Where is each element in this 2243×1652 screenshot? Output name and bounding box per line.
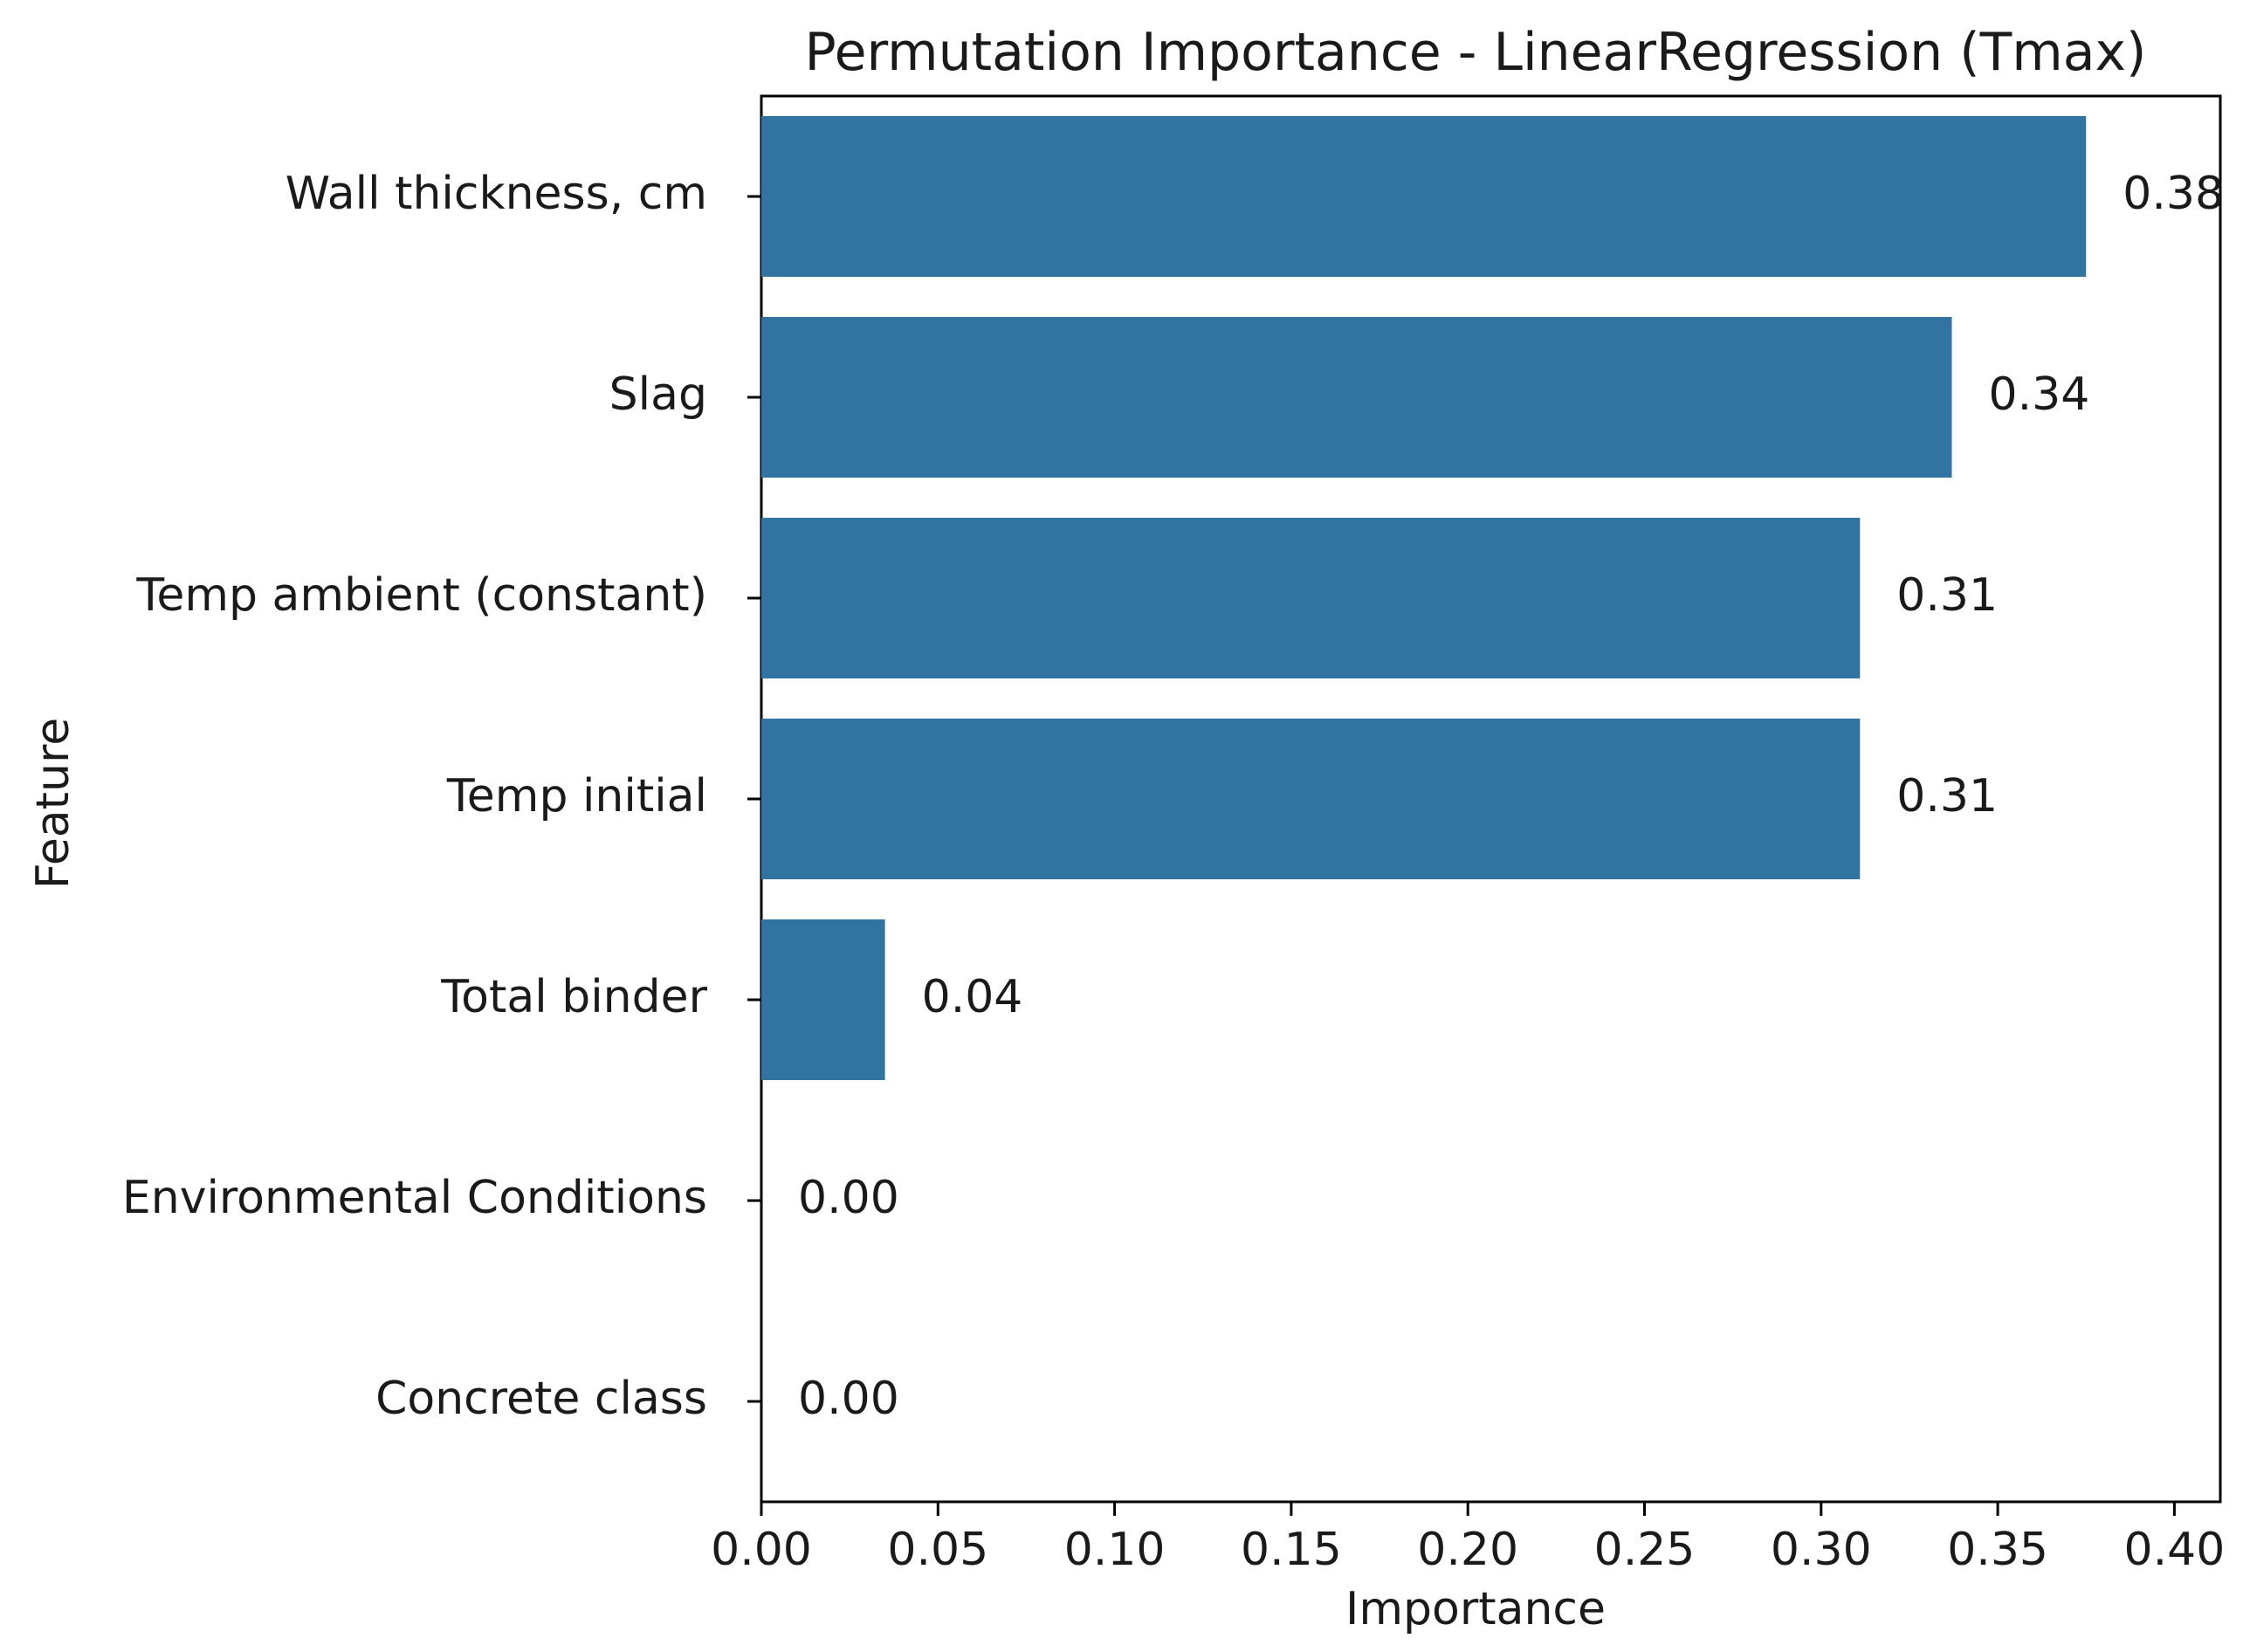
bar: [761, 919, 885, 1080]
y-tick-label: Environmental Conditions: [122, 1172, 707, 1224]
bars: [761, 116, 2087, 1080]
x-tick-label: 0.40: [2124, 1524, 2226, 1576]
y-axis-label: Feature: [27, 718, 79, 890]
bar: [761, 317, 1952, 478]
x-tick-label: 0.20: [1417, 1524, 1518, 1576]
bar: [761, 116, 2087, 277]
bar-value-label: 0.38: [2123, 168, 2224, 220]
y-tick-label: Temp initial: [446, 770, 707, 823]
x-tick-label: 0.25: [1594, 1524, 1696, 1576]
y-tick-label: Concrete class: [375, 1373, 707, 1425]
x-axis: 0.00 0.05 0.10 0.15 0.20 0.25 0.30 0.35 0.40: [711, 1502, 2225, 1576]
x-tick-label: 0.05: [887, 1524, 988, 1576]
bar-value-label: 0.31: [1896, 569, 1998, 622]
x-tick-label: 0.15: [1241, 1524, 1342, 1576]
bar-value-label: 0.00: [798, 1373, 899, 1425]
x-tick-label: 0.10: [1064, 1524, 1166, 1576]
value-labels: 0.38 0.34 0.31 0.31 0.04 0.00 0.00: [798, 168, 2224, 1425]
x-tick-label: 0.35: [1947, 1524, 2048, 1576]
bar-value-label: 0.31: [1896, 770, 1998, 823]
y-tick-label: Wall thickness, cm: [286, 168, 707, 220]
bar: [761, 719, 1861, 879]
x-axis-label: Importance: [1345, 1583, 1606, 1635]
x-tick-label: 0.00: [711, 1524, 812, 1576]
chart-title: Permutation Importance - LinearRegressio…: [805, 22, 2147, 83]
bar-value-label: 0.00: [798, 1172, 899, 1224]
y-tick-label: Temp ambient (constant): [135, 569, 707, 622]
bar: [761, 518, 1861, 678]
y-axis: Wall thickness, cm Slag Temp ambient (cons…: [122, 168, 761, 1425]
bar-value-label: 0.04: [922, 971, 1023, 1023]
y-tick-label: Total binder: [440, 971, 707, 1023]
y-tick-label: Slag: [609, 368, 707, 421]
bar-value-label: 0.34: [1989, 368, 2090, 421]
x-tick-label: 0.30: [1771, 1524, 1872, 1576]
